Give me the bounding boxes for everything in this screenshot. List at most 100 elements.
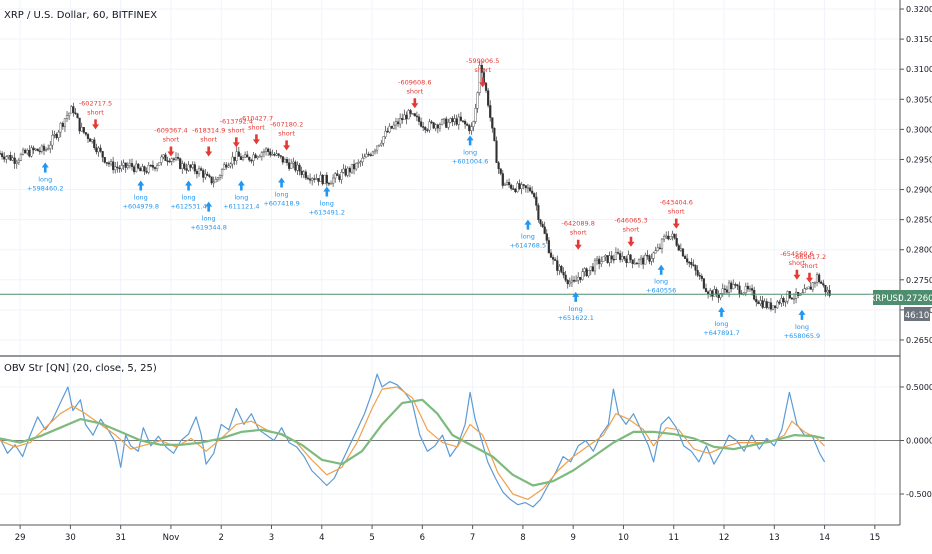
candle-body bbox=[547, 240, 550, 254]
candle-body bbox=[109, 161, 113, 165]
candle-body bbox=[820, 281, 823, 284]
candle-body bbox=[248, 156, 251, 161]
candle-body bbox=[114, 166, 117, 171]
short-signal-label: short bbox=[474, 66, 491, 74]
chart-title: XRP / U.S. Dollar, 60, BITFINEX bbox=[4, 10, 157, 21]
candle-body bbox=[99, 147, 102, 152]
candle-body bbox=[700, 275, 703, 279]
candle-body bbox=[74, 112, 77, 115]
short-signal-label: short bbox=[406, 87, 423, 95]
long-signal-label: +619344.8 bbox=[190, 224, 226, 232]
candle-body bbox=[725, 289, 729, 293]
candle-body bbox=[407, 110, 410, 120]
candle-body bbox=[822, 283, 825, 286]
candle-body bbox=[21, 149, 25, 155]
time-axis[interactable]: 29 30 31 Nov 2 3 4 5 6 7 8 9 10 11 12 13 14 15 bbox=[15, 525, 881, 543]
obv-series-line-2 bbox=[0, 398, 825, 487]
candle-body bbox=[359, 161, 362, 164]
candle-body bbox=[382, 136, 385, 144]
candle-body bbox=[447, 122, 450, 128]
candle-body bbox=[501, 173, 504, 186]
short-signal-label: short bbox=[789, 259, 806, 267]
candle-body bbox=[3, 156, 6, 160]
candle-body bbox=[139, 168, 142, 172]
candle-body bbox=[197, 168, 201, 175]
candle-body bbox=[210, 176, 213, 184]
short-signal-arrow bbox=[283, 140, 291, 151]
candle-body bbox=[195, 170, 199, 175]
candle-body bbox=[200, 168, 203, 171]
candle-body bbox=[135, 163, 138, 172]
obv-axis-tick-label: 0.00000 bbox=[906, 437, 932, 446]
candle-body bbox=[489, 105, 492, 118]
candle-body bbox=[401, 118, 404, 121]
candle-body bbox=[141, 166, 144, 172]
candle-body bbox=[753, 290, 756, 300]
candle-body bbox=[225, 164, 228, 168]
time-axis-tick-label: 8 bbox=[520, 533, 525, 543]
candle-body bbox=[828, 289, 831, 296]
candle-body bbox=[623, 256, 626, 259]
candle-body bbox=[549, 252, 553, 258]
long-signal-label: long bbox=[202, 215, 216, 223]
candle-body bbox=[610, 255, 613, 260]
candle-body bbox=[761, 300, 764, 308]
candle-body bbox=[646, 254, 649, 257]
short-signal-arrow bbox=[805, 272, 813, 283]
candle-body bbox=[306, 177, 310, 180]
candle-body bbox=[151, 165, 155, 168]
candle-body bbox=[606, 255, 609, 263]
candle-body bbox=[80, 127, 83, 132]
time-axis-tick-label: 10 bbox=[618, 533, 629, 543]
candle-body bbox=[264, 148, 268, 152]
candle-body bbox=[419, 121, 423, 127]
long-signal-arrow bbox=[237, 180, 245, 191]
candle-body bbox=[535, 196, 538, 206]
candle-body bbox=[72, 106, 75, 114]
candle-body bbox=[644, 254, 647, 265]
candle-body bbox=[637, 259, 641, 264]
candle-body bbox=[5, 156, 8, 160]
time-axis-tick-label: 29 bbox=[15, 533, 26, 543]
obv-series-line-1 bbox=[0, 386, 826, 500]
candle-body bbox=[702, 278, 706, 289]
candle-body bbox=[176, 157, 180, 159]
candle-body bbox=[116, 166, 119, 169]
candle-body bbox=[443, 118, 446, 120]
candle-body bbox=[686, 258, 689, 263]
time-axis-tick-label: 3 bbox=[269, 533, 274, 543]
candle-body bbox=[587, 270, 590, 277]
candle-body bbox=[566, 280, 569, 285]
candle-body bbox=[694, 265, 697, 271]
candle-body bbox=[522, 184, 525, 186]
candle-body bbox=[503, 184, 506, 186]
candle-body bbox=[105, 162, 108, 164]
candle-body bbox=[36, 148, 39, 152]
long-signal-label: +612531.4 bbox=[170, 203, 206, 211]
candle-body bbox=[26, 149, 29, 154]
short-signal-label: -642089.8 bbox=[562, 220, 595, 228]
candle-body bbox=[367, 153, 370, 156]
time-axis-tick-label: 31 bbox=[115, 533, 126, 543]
candle-body bbox=[577, 276, 580, 281]
candle-body bbox=[815, 274, 819, 283]
short-signal-label: -643404.6 bbox=[660, 199, 693, 207]
candle-body bbox=[179, 158, 182, 169]
candle-body bbox=[365, 153, 368, 158]
candle-body bbox=[734, 284, 737, 286]
candle-body bbox=[292, 161, 295, 164]
candle-body bbox=[218, 175, 222, 179]
short-signal-label: -602717.5 bbox=[79, 99, 112, 107]
candle-body bbox=[616, 252, 620, 254]
candle-body bbox=[744, 285, 747, 294]
candle-body bbox=[524, 185, 527, 189]
candle-body bbox=[746, 285, 750, 290]
candle-body bbox=[189, 164, 192, 168]
candle-body bbox=[296, 164, 299, 171]
